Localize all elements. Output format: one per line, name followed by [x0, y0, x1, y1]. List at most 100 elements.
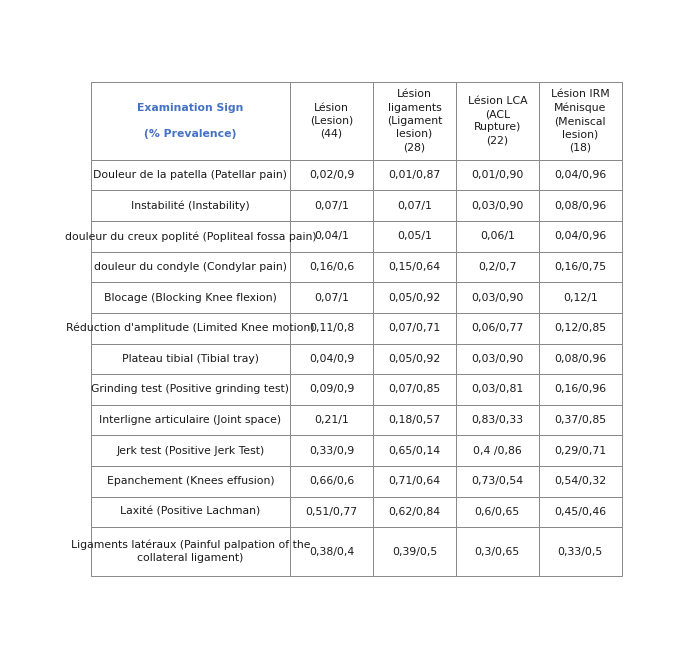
Text: 0,16/0,75: 0,16/0,75	[554, 262, 606, 272]
Bar	[456, 81, 539, 159]
Bar	[290, 313, 373, 344]
Bar	[456, 283, 539, 313]
Bar	[90, 190, 290, 221]
Bar	[90, 527, 290, 576]
Bar	[539, 497, 622, 527]
Bar	[290, 159, 373, 190]
Text: 0,01/0,87: 0,01/0,87	[389, 170, 441, 180]
Bar	[290, 405, 373, 436]
Bar	[539, 252, 622, 283]
Text: 0,29/0,71: 0,29/0,71	[554, 446, 606, 456]
Text: Réduction d'amplitude (Limited Knee motion): Réduction d'amplitude (Limited Knee moti…	[66, 323, 315, 333]
Bar	[90, 344, 290, 374]
Text: douleur du condyle (Condylar pain): douleur du condyle (Condylar pain)	[94, 262, 287, 272]
Text: 0,01/0,90: 0,01/0,90	[471, 170, 523, 180]
Text: Plateau tibial (Tibial tray): Plateau tibial (Tibial tray)	[122, 354, 259, 364]
Bar	[373, 405, 456, 436]
Bar	[456, 221, 539, 252]
Text: 0,07/0,85: 0,07/0,85	[389, 385, 441, 395]
Bar	[90, 436, 290, 466]
Text: 0,15/0,64: 0,15/0,64	[389, 262, 441, 272]
Bar	[90, 159, 290, 190]
Text: 0,08/0,96: 0,08/0,96	[554, 201, 607, 211]
Text: 0,2/0,7: 0,2/0,7	[478, 262, 516, 272]
Bar	[456, 190, 539, 221]
Bar	[373, 81, 456, 159]
Text: 0,71/0,64: 0,71/0,64	[389, 477, 441, 486]
Text: 0,54/0,32: 0,54/0,32	[554, 477, 606, 486]
Bar	[290, 81, 373, 159]
Text: 0,65/0,14: 0,65/0,14	[389, 446, 441, 456]
Bar	[290, 190, 373, 221]
Text: 0,21/1: 0,21/1	[314, 415, 349, 425]
Bar	[539, 81, 622, 159]
Text: 0,16/0,96: 0,16/0,96	[554, 385, 606, 395]
Text: Lésion
(Lesion)
(44): Lésion (Lesion) (44)	[310, 102, 353, 139]
Text: 0,6/0,65: 0,6/0,65	[475, 507, 520, 517]
Bar	[373, 344, 456, 374]
Text: 0,07/1: 0,07/1	[314, 201, 349, 211]
Bar	[539, 527, 622, 576]
Bar	[373, 527, 456, 576]
Text: 0,07/0,71: 0,07/0,71	[389, 324, 441, 333]
Text: 0,08/0,96: 0,08/0,96	[554, 354, 607, 364]
Text: Instabilité (Instability): Instabilité (Instability)	[131, 201, 250, 211]
Text: Interligne articulaire (Joint space): Interligne articulaire (Joint space)	[99, 415, 281, 425]
Bar	[90, 313, 290, 344]
Bar	[456, 159, 539, 190]
Text: 0,03/0,81: 0,03/0,81	[471, 385, 523, 395]
Bar	[539, 283, 622, 313]
Text: 0,05/0,92: 0,05/0,92	[389, 292, 441, 303]
Text: 0,37/0,85: 0,37/0,85	[554, 415, 606, 425]
Text: douleur du creux poplité (Popliteal fossa pain): douleur du creux poplité (Popliteal foss…	[65, 231, 316, 242]
Text: 0,4 /0,86: 0,4 /0,86	[473, 446, 522, 456]
Text: Laxité (Positive Lachman): Laxité (Positive Lachman)	[120, 507, 261, 517]
Text: 0,11/0,8: 0,11/0,8	[309, 324, 354, 333]
Text: 0,04/0,9: 0,04/0,9	[309, 354, 354, 364]
Text: 0,03/0,90: 0,03/0,90	[471, 292, 523, 303]
Text: Grinding test (Positive grinding test): Grinding test (Positive grinding test)	[91, 385, 289, 395]
Bar	[456, 405, 539, 436]
Text: 0,05/0,92: 0,05/0,92	[389, 354, 441, 364]
Bar	[290, 436, 373, 466]
Text: 0,04/0,96: 0,04/0,96	[554, 231, 607, 242]
Text: 0,03/0,90: 0,03/0,90	[471, 354, 523, 364]
Text: 0,39/0,5: 0,39/0,5	[392, 547, 437, 557]
Bar	[290, 374, 373, 405]
Text: 0,04/1: 0,04/1	[314, 231, 349, 242]
Text: Douleur de la patella (Patellar pain): Douleur de la patella (Patellar pain)	[93, 170, 287, 180]
Bar	[290, 283, 373, 313]
Bar	[290, 252, 373, 283]
Bar	[373, 190, 456, 221]
Text: 0,73/0,54: 0,73/0,54	[471, 477, 523, 486]
Text: Examination Sign

(% Prevalence): Examination Sign (% Prevalence)	[137, 102, 243, 139]
Bar	[539, 313, 622, 344]
Text: 0,12/0,85: 0,12/0,85	[554, 324, 606, 333]
Bar	[90, 405, 290, 436]
Text: 0,45/0,46: 0,45/0,46	[554, 507, 606, 517]
Text: 0,06/1: 0,06/1	[480, 231, 515, 242]
Text: 0,33/0,9: 0,33/0,9	[309, 446, 354, 456]
Bar	[373, 497, 456, 527]
Text: 0,66/0,6: 0,66/0,6	[309, 477, 354, 486]
Text: 0,03/0,90: 0,03/0,90	[471, 201, 523, 211]
Text: Lésion IRM
Ménisque
(Meniscal
lesion)
(18): Lésion IRM Ménisque (Meniscal lesion) (1…	[551, 89, 610, 152]
Text: 0,18/0,57: 0,18/0,57	[389, 415, 441, 425]
Bar	[456, 344, 539, 374]
Bar	[373, 466, 456, 497]
Bar	[373, 221, 456, 252]
Bar	[90, 374, 290, 405]
Text: 0,02/0,9: 0,02/0,9	[309, 170, 354, 180]
Text: Lésion
ligaments
(Ligament
lesion)
(28): Lésion ligaments (Ligament lesion) (28)	[386, 89, 442, 152]
Bar	[456, 252, 539, 283]
Bar	[290, 466, 373, 497]
Bar	[373, 159, 456, 190]
Bar	[290, 527, 373, 576]
Text: 0,12/1: 0,12/1	[563, 292, 598, 303]
Bar	[456, 466, 539, 497]
Text: 0,83/0,33: 0,83/0,33	[471, 415, 523, 425]
Text: Jerk test (Positive Jerk Test): Jerk test (Positive Jerk Test)	[116, 446, 265, 456]
Text: 0,05/1: 0,05/1	[397, 231, 432, 242]
Bar	[373, 283, 456, 313]
Bar	[456, 497, 539, 527]
